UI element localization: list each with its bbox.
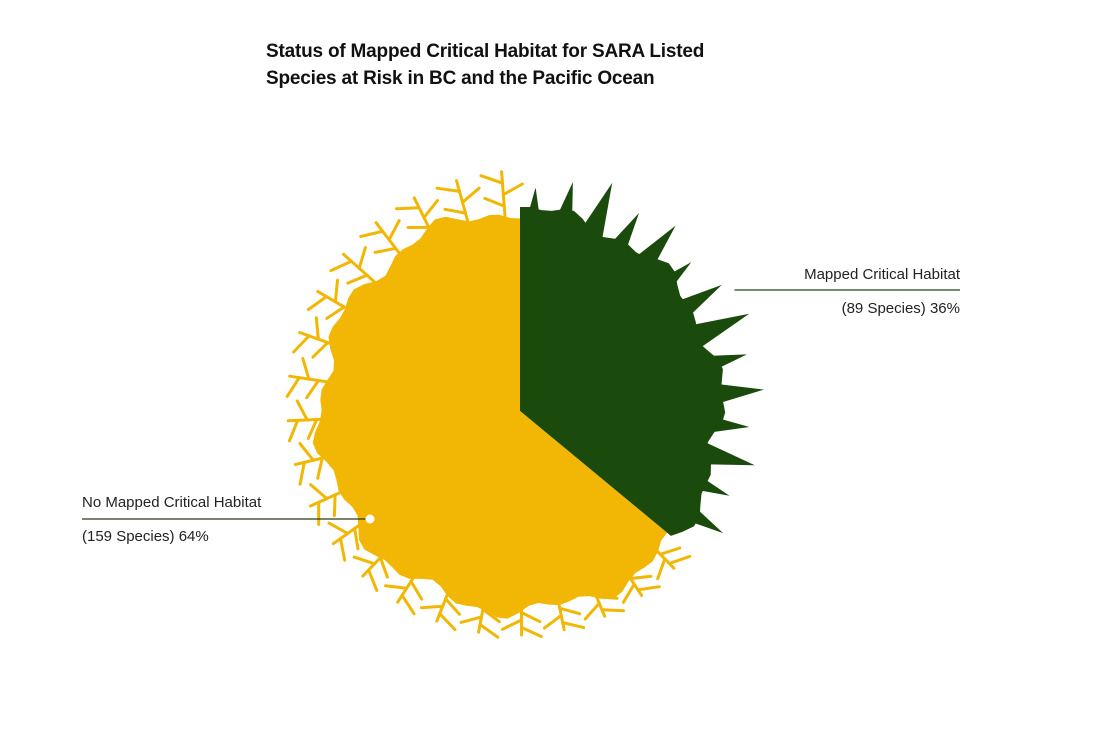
coral-branch-12 [286, 399, 328, 443]
chart-title: Status of Mapped Critical Habitat for SA… [266, 38, 786, 92]
coral-branch-13 [285, 356, 330, 400]
mapped-slice-label: Mapped Critical Habitat [804, 266, 961, 283]
coral-branch-0 [654, 546, 692, 581]
conifer-tree-7 [690, 313, 750, 349]
chart-title-line-2: Species at Risk in BC and the Pacific Oc… [266, 68, 655, 89]
pie-slice-mapped [520, 207, 726, 536]
coral-branch-20 [479, 170, 524, 220]
mapped-label-dot [725, 285, 735, 295]
coral-branch-1 [621, 571, 661, 604]
coral-branch-16 [329, 246, 377, 285]
mapped-slice-detail: (89 Species) 36% [842, 300, 960, 317]
pie-slice-no-mapped [312, 214, 668, 619]
chart-title-line-1: Status of Mapped Critical Habitat for SA… [266, 41, 705, 62]
unmapped-label-dot [365, 514, 375, 524]
unmapped-slice-label: No Mapped Critical Habitat [82, 494, 262, 511]
coral-branch-7 [384, 572, 424, 616]
pie-slices [312, 207, 726, 619]
conifer-tree-11 [702, 443, 755, 466]
coral-branch-3 [542, 599, 586, 632]
pie-labels: Mapped Critical Habitat (89 Species) 36%… [82, 266, 961, 545]
coral-branch-17 [359, 219, 404, 259]
coral-branch-19 [435, 179, 481, 226]
coral-branch-10 [309, 483, 345, 526]
unmapped-slice-detail: (159 Species) 64% [82, 528, 209, 545]
conifer-tree-2 [580, 182, 613, 240]
coral-branch-6 [420, 589, 461, 631]
coral-branch-9 [327, 521, 364, 562]
